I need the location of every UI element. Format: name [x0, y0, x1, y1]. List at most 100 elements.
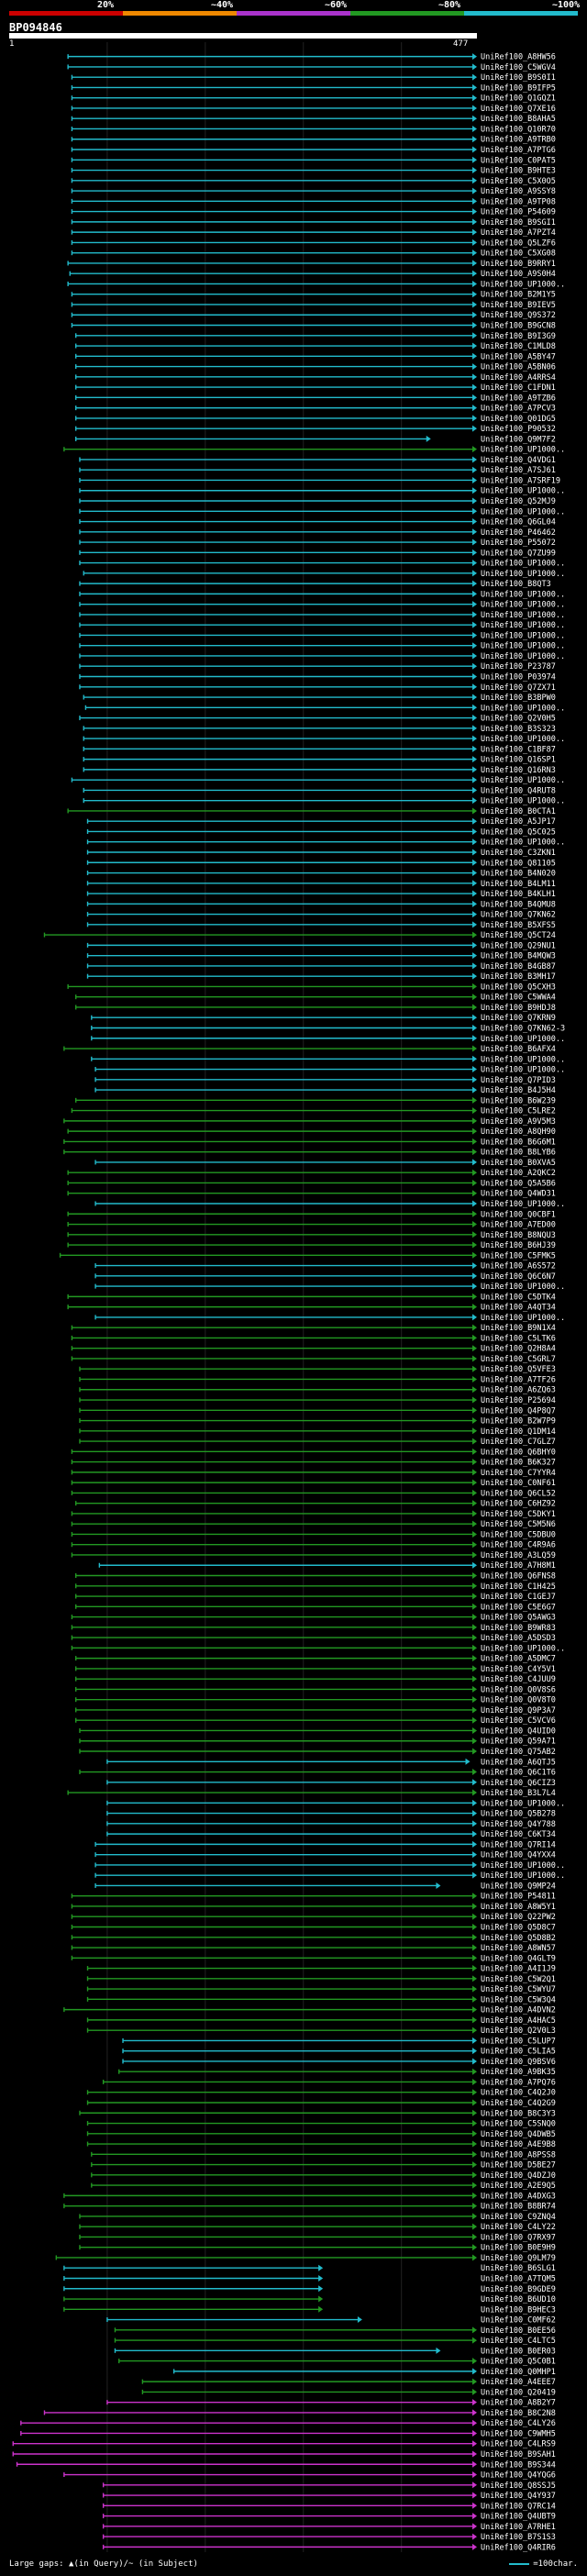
- alignment-hit[interactable]: UniRef100_A8QH90: [67, 1127, 556, 1137]
- alignment-hit[interactable]: UniRef100_C5LIA5: [122, 2048, 556, 2057]
- hit-label[interactable]: UniRef100_Q0CBF1: [481, 1210, 556, 1219]
- alignment-hit[interactable]: UniRef100_A2QKC2: [67, 1169, 556, 1178]
- hit-label[interactable]: UniRef100_Q6BHY0: [481, 1448, 556, 1457]
- alignment-hit[interactable]: UniRef100_B4MQW3: [86, 952, 556, 961]
- hit-label[interactable]: UniRef100_B5XFS5: [481, 921, 556, 930]
- hit-label[interactable]: UniRef100_Q16SP1: [481, 756, 556, 765]
- alignment-hit[interactable]: UniRef100_C5LTK6: [71, 1334, 556, 1343]
- alignment-hit[interactable]: UniRef100_Q7RC14: [102, 2502, 556, 2511]
- hit-label[interactable]: UniRef100_Q4GLT9: [481, 1954, 556, 1963]
- alignment-hit[interactable]: UniRef100_B9HDJ8: [75, 1004, 556, 1013]
- hit-label[interactable]: UniRef100_A7PCV3: [481, 405, 556, 414]
- hit-label[interactable]: UniRef100_C4Q2G9: [481, 2099, 556, 2108]
- hit-label[interactable]: UniRef100_C5LUP7: [481, 2037, 556, 2046]
- alignment-hit[interactable]: UniRef100_A9SSY8: [71, 187, 556, 196]
- hit-label[interactable]: UniRef100_Q5C025: [481, 827, 556, 837]
- hit-label[interactable]: UniRef100_Q4WD31: [481, 1190, 556, 1199]
- hit-label[interactable]: UniRef100_A5DSD3: [481, 1634, 556, 1643]
- alignment-hit[interactable]: UniRef100_UP1000..: [79, 601, 565, 610]
- hit-label[interactable]: UniRef100_D5BE27: [481, 2161, 556, 2171]
- alignment-hit[interactable]: UniRef100_C1H425: [75, 1582, 556, 1592]
- hit-label[interactable]: UniRef100_UP1000..: [481, 631, 565, 640]
- alignment-hit[interactable]: UniRef100_B8BR74: [63, 2203, 556, 2212]
- hit-label[interactable]: UniRef100_B8C2N8: [481, 2409, 556, 2418]
- hit-label[interactable]: UniRef100_B6K327: [481, 1459, 556, 1468]
- alignment-hit[interactable]: UniRef100_C5DTK4: [67, 1293, 556, 1302]
- hit-label[interactable]: UniRef100_A7TQM5: [481, 2274, 556, 2283]
- alignment-hit[interactable]: UniRef100_C1FDN1: [75, 383, 556, 393]
- alignment-hit[interactable]: UniRef100_Q7RI14: [94, 1840, 556, 1849]
- hit-label[interactable]: UniRef100_B8QT3: [481, 580, 551, 589]
- hit-label[interactable]: UniRef100_C4LY22: [481, 2223, 556, 2232]
- hit-label[interactable]: UniRef100_Q4DWB5: [481, 2130, 556, 2139]
- alignment-hit[interactable]: UniRef100_UP1000..: [86, 838, 566, 848]
- alignment-hit[interactable]: UniRef100_Q5LZF6: [71, 239, 556, 248]
- hit-label[interactable]: UniRef100_A5JP17: [481, 817, 556, 827]
- alignment-hit[interactable]: UniRef100_UP1000..: [83, 735, 565, 744]
- hit-label[interactable]: UniRef100_Q6CL52: [481, 1489, 556, 1498]
- hit-label[interactable]: UniRef100_A9BK35: [481, 2068, 556, 2077]
- hit-label[interactable]: UniRef100_B4KLH1: [481, 890, 556, 899]
- hit-label[interactable]: UniRef100_Q6CIZ3: [481, 1779, 556, 1788]
- hit-label[interactable]: UniRef100_UP1000..: [481, 776, 565, 785]
- alignment-hit[interactable]: UniRef100_C4R9A6: [71, 1541, 556, 1550]
- hit-label[interactable]: UniRef100_UP1000..: [481, 1200, 565, 1209]
- hit-label[interactable]: UniRef100_C5GRL7: [481, 1355, 556, 1364]
- hit-label[interactable]: UniRef100_Q6FNS8: [481, 1572, 556, 1582]
- alignment-hit[interactable]: UniRef100_B8AHA5: [71, 115, 556, 124]
- alignment-hit[interactable]: UniRef100_C4LRS9: [12, 2440, 556, 2449]
- hit-label[interactable]: UniRef100_P46462: [481, 528, 556, 538]
- alignment-hit[interactable]: UniRef100_Q4YXX4: [94, 1851, 556, 1860]
- hit-label[interactable]: UniRef100_A4E9B8: [481, 2140, 556, 2149]
- hit-label[interactable]: UniRef100_C3ZKN1: [481, 849, 556, 858]
- hit-label[interactable]: UniRef100_B4QMU8: [481, 900, 556, 909]
- hit-label[interactable]: UniRef100_Q5D8B2: [481, 1934, 556, 1943]
- hit-label[interactable]: UniRef100_Q0MHP1: [481, 2368, 556, 2377]
- hit-label[interactable]: UniRef100_C5W2Q1: [481, 1975, 556, 1984]
- alignment-hit[interactable]: UniRef100_B9SGI1: [71, 218, 556, 228]
- alignment-hit[interactable]: UniRef100_C9WMH5: [20, 2429, 556, 2438]
- hit-label[interactable]: UniRef100_C5XG08: [481, 250, 556, 259]
- alignment-hit[interactable]: UniRef100_Q6CL52: [71, 1489, 556, 1498]
- alignment-hit[interactable]: UniRef100_Q6C1T6: [79, 1769, 556, 1778]
- hit-label[interactable]: UniRef100_B9SAH1: [481, 2450, 556, 2459]
- hit-label[interactable]: UniRef100_A6ZQ63: [481, 1386, 556, 1395]
- alignment-hit[interactable]: UniRef100_C4Y5V1: [75, 1665, 556, 1674]
- hit-label[interactable]: UniRef100_B9S0I1: [481, 73, 556, 83]
- hit-label[interactable]: UniRef100_Q7KN62: [481, 911, 556, 920]
- alignment-hit[interactable]: UniRef100_B7S1S3: [102, 2533, 556, 2542]
- hit-label[interactable]: UniRef100_C5FMK5: [481, 1251, 556, 1260]
- alignment-hit[interactable]: UniRef100_Q81105: [86, 859, 556, 868]
- alignment-hit[interactable]: UniRef100_A7PZT4: [71, 228, 556, 238]
- alignment-hit[interactable]: UniRef100_A4DVN2: [63, 2006, 556, 2015]
- alignment-hit[interactable]: UniRef100_Q5CT24: [43, 931, 556, 940]
- hit-label[interactable]: UniRef100_A9TRB0: [481, 136, 556, 145]
- alignment-hit[interactable]: UniRef100_UP1000..: [79, 642, 565, 651]
- hit-label[interactable]: UniRef100_Q52MJ9: [481, 497, 556, 506]
- hit-label[interactable]: UniRef100_A2QKC2: [481, 1169, 556, 1178]
- hit-label[interactable]: UniRef100_Q7RC14: [481, 2502, 556, 2511]
- hit-label[interactable]: UniRef100_C9WMH5: [481, 2429, 556, 2438]
- alignment-hit[interactable]: UniRef100_B8LYB6: [63, 1149, 556, 1158]
- alignment-hit[interactable]: UniRef100_C4Q2G9: [86, 2099, 556, 2108]
- hit-label[interactable]: UniRef100_A8QH90: [481, 1127, 556, 1137]
- alignment-hit[interactable]: UniRef100_Q01DG5: [75, 415, 556, 424]
- hit-label[interactable]: UniRef100_A9SSY8: [481, 187, 556, 196]
- alignment-hit[interactable]: UniRef100_P23787: [79, 662, 556, 672]
- hit-label[interactable]: UniRef100_UP1000..: [481, 797, 565, 806]
- hit-label[interactable]: UniRef100_B4N020: [481, 870, 556, 879]
- hit-label[interactable]: UniRef100_A8HW56: [481, 53, 556, 62]
- alignment-hit[interactable]: UniRef100_B4N020: [86, 870, 556, 879]
- alignment-hit[interactable]: UniRef100_UP1000..: [79, 631, 565, 640]
- hit-label[interactable]: UniRef100_A4RRS4: [481, 373, 556, 383]
- hit-label[interactable]: UniRef100_Q2V0L3: [481, 2026, 556, 2036]
- hit-label[interactable]: UniRef100_B8NQU3: [481, 1231, 556, 1240]
- alignment-hit[interactable]: UniRef100_P46462: [79, 528, 556, 538]
- alignment-hit[interactable]: UniRef100_C4LY22: [79, 2223, 556, 2232]
- hit-label[interactable]: UniRef100_Q20419: [481, 2388, 556, 2397]
- hit-label[interactable]: UniRef100_B9IFP5: [481, 83, 556, 93]
- hit-label[interactable]: UniRef100_B8BR74: [481, 2203, 556, 2212]
- hit-label[interactable]: UniRef100_C5WGV4: [481, 63, 556, 72]
- hit-label[interactable]: UniRef100_Q7RI14: [481, 1840, 556, 1849]
- alignment-hit[interactable]: UniRef100_Q7KRN9: [91, 1014, 556, 1023]
